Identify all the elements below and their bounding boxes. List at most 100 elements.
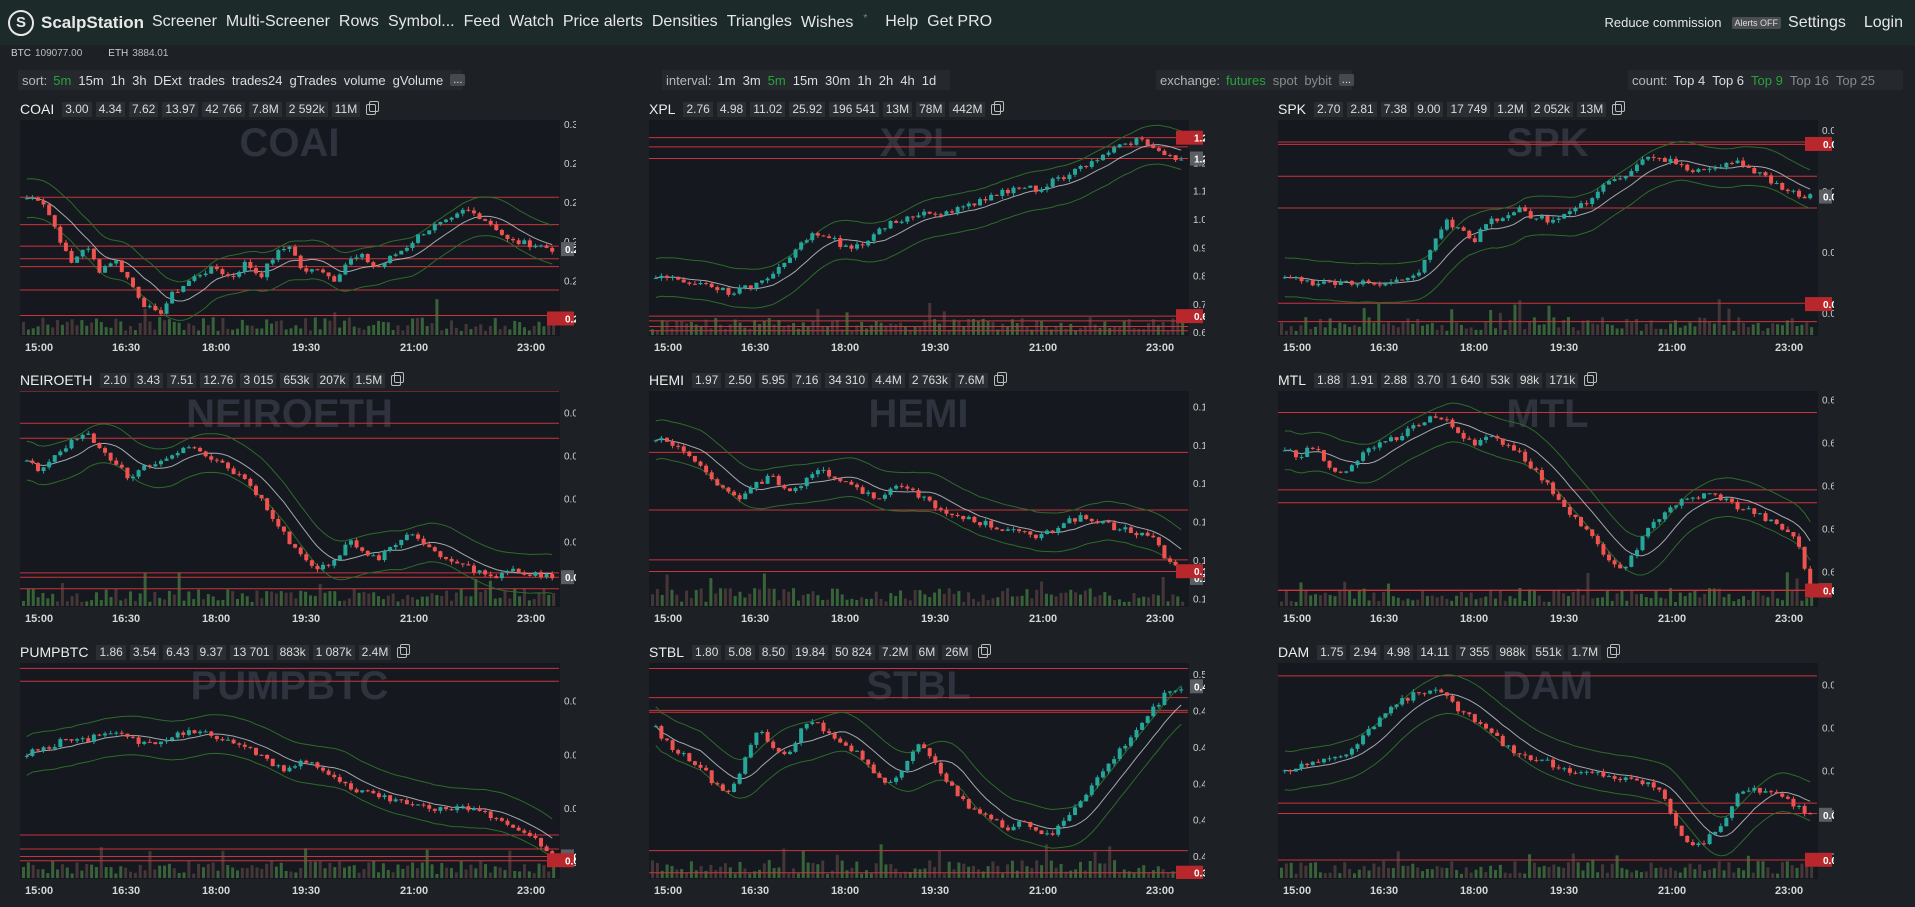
sort-option-trades[interactable]: trades xyxy=(188,72,225,88)
exchange-option-bybit[interactable]: bybit xyxy=(1304,72,1332,88)
sort-option-5m[interactable]: 5m xyxy=(53,72,72,88)
copy-icon[interactable] xyxy=(1612,100,1626,115)
chart-panel-coai[interactable]: COAI 3.00 4.34 7.62 13.97 42 766 7.8M 2 592k 11M… xyxy=(0,100,619,364)
interval-option-2h[interactable]: 2h xyxy=(878,72,894,88)
alert-price-tag[interactable] xyxy=(1176,564,1203,579)
interval-option-1d[interactable]: 1d xyxy=(921,72,937,88)
alert-price-tag[interactable] xyxy=(1805,136,1832,151)
sort-more-button[interactable]: ... xyxy=(450,74,466,86)
copy-icon[interactable] xyxy=(993,371,1007,386)
nav-feed[interactable]: Feed xyxy=(463,13,501,31)
volume-bar xyxy=(1708,869,1711,878)
brand-name[interactable]: ScalpStation xyxy=(41,12,144,32)
alert-price-tag[interactable] xyxy=(547,311,574,326)
alert-price-tag[interactable] xyxy=(1805,297,1832,312)
sort-option-trades24[interactable]: trades24 xyxy=(231,72,283,88)
sort-option-gtrades[interactable]: gTrades xyxy=(289,72,337,88)
chart-panel-xpl[interactable]: XPL 2.76 4.98 11.02 25.92 196 541 13M 78M 442M XP… xyxy=(629,100,1248,364)
symbol-name[interactable]: NEIROETH xyxy=(20,372,93,388)
candlestick-chart[interactable]: STBL0.500000.480000.460000.440000.420000… xyxy=(649,663,1205,907)
candle-body xyxy=(1394,279,1399,282)
sort-option-15m[interactable]: 15m xyxy=(78,72,104,88)
nav-multi-screener[interactable]: Multi-Screener xyxy=(225,13,330,31)
nav-price-alerts[interactable]: Price alerts xyxy=(562,13,643,31)
count-option-top6[interactable]: Top 6 xyxy=(1712,72,1745,88)
nav-get-pro[interactable]: Get PRO xyxy=(927,13,993,31)
alerts-toggle[interactable]: Alerts OFF xyxy=(1731,16,1782,29)
candlestick-chart[interactable]: DAM0.095000.090000.085000.080000.075000.… xyxy=(1278,663,1834,907)
sort-option-gvolume[interactable]: gVolume xyxy=(392,72,444,88)
nav-screener[interactable]: Screener xyxy=(151,13,217,31)
chart-panel-hemi[interactable]: HEMI 1.97 2.50 5.95 7.16 34 310 4.4M 2 763k 7.6M… xyxy=(629,371,1248,635)
candle-body xyxy=(653,726,658,728)
nav-wishes[interactable]: Wishes * xyxy=(801,13,876,32)
exchange-more-button[interactable]: ... xyxy=(1338,74,1354,86)
symbol-name[interactable]: PUMPBTC xyxy=(20,644,89,660)
chart-panel-dam[interactable]: DAM 1.75 2.94 4.98 14.11 7 355 988k 551k 1.7M DAM… xyxy=(1258,643,1877,907)
alert-price-tag[interactable] xyxy=(1805,583,1832,598)
stat-value: 14.11 xyxy=(1417,644,1453,660)
copy-icon[interactable] xyxy=(991,100,1005,115)
candlestick-chart[interactable]: NEIROETH0.019000.018000.017000.016000.01… xyxy=(20,391,576,635)
scalpstation-logo-icon[interactable]: S xyxy=(8,9,34,36)
count-option-top25[interactable]: Top 25 xyxy=(1835,72,1875,88)
login-link[interactable]: Login xyxy=(1863,13,1903,31)
nav-triangles[interactable]: Triangles xyxy=(726,13,792,31)
copy-icon[interactable] xyxy=(391,371,405,386)
volume-bar xyxy=(772,324,776,335)
volume-bar xyxy=(670,865,674,878)
nav-symbol[interactable]: Symbol... xyxy=(387,13,455,31)
symbol-name[interactable]: XPL xyxy=(649,101,676,117)
copy-icon[interactable] xyxy=(977,643,991,658)
exchange-option-spot[interactable]: spot xyxy=(1272,72,1298,88)
sort-option-volume[interactable]: volume xyxy=(343,72,386,88)
interval-option-1h[interactable]: 1h xyxy=(857,72,872,88)
candlestick-chart[interactable]: PUMPBTC0.085000.080000.075000.070000.070… xyxy=(20,663,576,907)
exchange-option-futures[interactable]: futures xyxy=(1226,72,1266,88)
alert-price-tag[interactable] xyxy=(547,853,574,868)
interval-option-15m[interactable]: 15m xyxy=(792,72,819,88)
chart-panel-stbl[interactable]: STBL 1.80 5.08 8.50 19.84 50 824 7.2M 6M 26M STBL… xyxy=(629,643,1248,907)
copy-icon[interactable] xyxy=(1584,371,1598,386)
symbol-name[interactable]: DAM xyxy=(1278,644,1310,660)
interval-option-30m[interactable]: 30m xyxy=(825,72,851,88)
interval-option-4h[interactable]: 4h xyxy=(900,72,915,88)
symbol-name[interactable]: COAI xyxy=(20,101,55,117)
count-option-top4[interactable]: Top 4 xyxy=(1673,72,1706,88)
symbol-name[interactable]: SPK xyxy=(1278,101,1307,117)
copy-icon[interactable] xyxy=(397,643,411,658)
interval-option-1m[interactable]: 1m xyxy=(717,72,736,88)
volume-bar xyxy=(665,864,669,878)
alert-price-tag[interactable] xyxy=(1176,309,1203,324)
candlestick-chart[interactable]: MTL0.65000.64000.63000.62000.61000.60570… xyxy=(1278,391,1834,635)
count-option-top16[interactable]: Top 16 xyxy=(1789,72,1829,88)
alert-price-tag[interactable] xyxy=(1805,852,1832,867)
chart-panel-spk[interactable]: SPK 2.70 2.81 7.38 9.00 17 749 1.2M 2 052k 13M SP… xyxy=(1258,100,1877,364)
sort-option-3h[interactable]: 3h xyxy=(132,72,147,88)
copy-icon[interactable] xyxy=(1607,643,1621,658)
nav-watch[interactable]: Watch xyxy=(509,13,554,31)
candlestick-chart[interactable]: SPK0.060000.055000.050000.045000.054530.… xyxy=(1278,120,1834,364)
chart-panel-pumpbtc[interactable]: PUMPBTC 1.86 3.54 6.43 9.37 13 701 883k 1 087k 2… xyxy=(0,643,619,907)
alert-price-tag[interactable] xyxy=(1176,130,1203,145)
count-option-top9[interactable]: Top 9 xyxy=(1751,72,1783,88)
nav-help[interactable]: Help xyxy=(885,13,919,31)
nav-rows[interactable]: Rows xyxy=(338,13,379,31)
settings-link[interactable]: Settings xyxy=(1788,13,1846,31)
candlestick-chart[interactable]: HEMI0.1500000.1450000.1400000.1350000.13… xyxy=(649,391,1205,635)
candlestick-chart[interactable]: XPL1.20001.10001.00000.90000.80000.70000… xyxy=(649,120,1205,364)
symbol-name[interactable]: STBL xyxy=(649,644,685,660)
interval-option-5m[interactable]: 5m xyxy=(767,72,786,88)
symbol-name[interactable]: HEMI xyxy=(649,372,684,388)
interval-option-3m[interactable]: 3m xyxy=(742,72,761,88)
copy-icon[interactable] xyxy=(366,100,380,115)
sort-option-1h[interactable]: 1h xyxy=(110,72,126,88)
candlestick-chart[interactable]: COAI0.300000.280000.260000.240000.220000… xyxy=(20,120,576,364)
chart-panel-neiroeth[interactable]: NEIROETH 2.10 3.43 7.51 12.76 3 015 653k 207k 1.… xyxy=(0,371,619,635)
reduce-commission-link[interactable]: Reduce commission xyxy=(1604,15,1722,30)
alert-price-tag[interactable] xyxy=(1176,865,1203,880)
nav-densities[interactable]: Densities xyxy=(651,13,718,31)
chart-panel-mtl[interactable]: MTL 1.88 1.91 2.88 3.70 1 640 53k 98k 171k MTL 0.6… xyxy=(1258,371,1877,635)
symbol-name[interactable]: MTL xyxy=(1278,372,1306,388)
sort-option-dext[interactable]: DExt xyxy=(153,72,182,88)
